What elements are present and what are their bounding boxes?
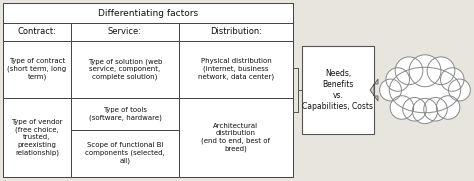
- Bar: [71, 98, 179, 130]
- Text: Scenarios of
CBI: Scenarios of CBI: [397, 80, 453, 100]
- Circle shape: [437, 96, 460, 119]
- Text: Architectural
distribution
(end to end, best of
breed): Architectural distribution (end to end, …: [201, 123, 271, 152]
- Bar: [179, 98, 293, 177]
- Circle shape: [380, 79, 401, 101]
- Circle shape: [390, 96, 414, 119]
- Text: Needs,
Benefits
vs.
Capabilities, Costs: Needs, Benefits vs. Capabilities, Costs: [302, 69, 374, 111]
- Text: Type of contract
(short term, long
term): Type of contract (short term, long term): [8, 58, 66, 81]
- Bar: [179, 41, 293, 98]
- FancyArrow shape: [370, 79, 378, 101]
- Circle shape: [448, 79, 470, 101]
- Bar: [3, 23, 71, 41]
- Bar: [3, 3, 293, 23]
- Circle shape: [403, 98, 426, 121]
- Text: Contract:: Contract:: [18, 28, 56, 37]
- Bar: [71, 23, 179, 41]
- Bar: [3, 3, 293, 177]
- Text: Distribution:: Distribution:: [210, 28, 262, 37]
- Circle shape: [386, 68, 410, 91]
- Text: Type of vendor
(free choice,
trusted,
preexisting
relationship): Type of vendor (free choice, trusted, pr…: [11, 119, 63, 156]
- Circle shape: [412, 98, 438, 124]
- Bar: [3, 98, 71, 177]
- Bar: [71, 41, 179, 98]
- Text: Type of tools
(software, hardware): Type of tools (software, hardware): [89, 107, 162, 121]
- Text: Physical distribution
(internet, business
network, data center): Physical distribution (internet, busines…: [198, 58, 274, 81]
- Bar: [71, 130, 179, 177]
- Text: Scope of functional BI
components (selected,
all): Scope of functional BI components (selec…: [85, 142, 165, 164]
- Circle shape: [395, 57, 423, 85]
- Circle shape: [440, 68, 464, 91]
- Text: Type of solution (web
service, component,
complete solution): Type of solution (web service, component…: [88, 58, 162, 81]
- Text: Differentiating factors: Differentiating factors: [98, 9, 198, 18]
- Text: Service:: Service:: [108, 28, 142, 37]
- Ellipse shape: [389, 67, 461, 113]
- Bar: [302, 46, 374, 134]
- Bar: [179, 23, 293, 41]
- Circle shape: [427, 57, 455, 85]
- Circle shape: [424, 98, 447, 121]
- Bar: [3, 41, 71, 98]
- Circle shape: [409, 55, 441, 87]
